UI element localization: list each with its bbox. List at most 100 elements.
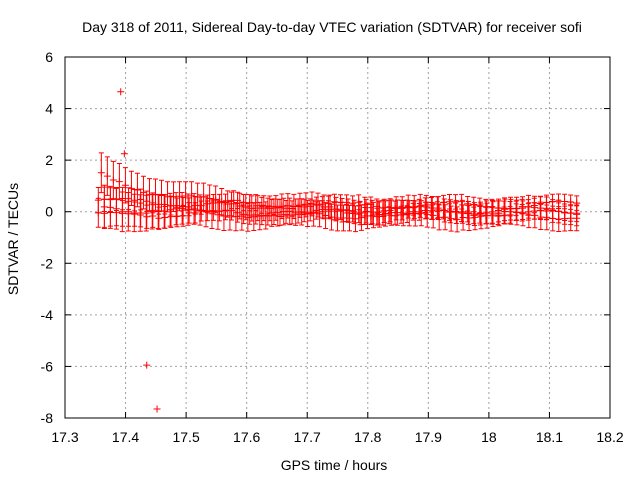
data-point — [453, 215, 461, 223]
data-point — [495, 209, 503, 217]
data-point — [296, 201, 304, 209]
data-point — [375, 210, 383, 218]
data-point — [458, 198, 466, 206]
data-point — [280, 208, 288, 216]
y-tick-label: -2 — [41, 255, 54, 271]
data-point — [452, 208, 460, 216]
data-point — [405, 209, 413, 217]
data-point — [286, 207, 294, 215]
data-point — [244, 213, 252, 221]
data-point — [355, 198, 363, 206]
outlier-point — [117, 88, 125, 96]
x-tick-label: 17.7 — [294, 429, 321, 445]
data-point — [274, 209, 282, 217]
data-point — [404, 203, 412, 211]
x-tick-label: 17.4 — [112, 429, 139, 445]
data-point — [422, 203, 430, 211]
x-axis-label: GPS time / hours — [281, 457, 388, 473]
data-point — [268, 209, 276, 217]
data-point — [292, 208, 300, 216]
data-point — [112, 205, 120, 213]
data-point — [196, 206, 204, 214]
data-point — [351, 215, 359, 223]
data-point — [322, 212, 330, 220]
plot-frame — [64, 56, 611, 419]
data-point — [167, 213, 175, 221]
data-point — [363, 212, 371, 220]
data-point — [320, 203, 328, 211]
data-point — [179, 212, 187, 220]
data-point — [136, 209, 144, 217]
data-point — [100, 203, 108, 211]
data-point — [440, 207, 448, 215]
data-point — [555, 215, 563, 223]
data-point — [470, 210, 478, 218]
x-tick-label: 17.6 — [233, 429, 260, 445]
data-point — [465, 214, 473, 222]
data-point — [381, 210, 389, 218]
data-point — [115, 178, 123, 186]
data-point — [206, 194, 214, 202]
data-point — [340, 214, 348, 222]
outlier-point — [153, 405, 161, 413]
y-tick-label: 2 — [45, 152, 53, 168]
data-point — [501, 208, 509, 216]
data-point — [519, 209, 527, 217]
data-point — [106, 203, 114, 211]
data-point — [507, 208, 515, 216]
data-point — [411, 209, 419, 217]
data-point — [118, 208, 126, 216]
data-point — [256, 212, 264, 220]
data-point — [344, 207, 352, 215]
data-point — [109, 176, 117, 184]
data-point — [238, 212, 246, 220]
data-point — [172, 205, 180, 213]
data-point — [464, 210, 472, 218]
data-point — [350, 208, 358, 216]
x-tick-label: 18.2 — [596, 429, 623, 445]
data-point — [476, 211, 484, 219]
data-point — [416, 202, 424, 210]
data-point — [543, 213, 551, 221]
data-point — [458, 208, 466, 216]
data-point — [423, 211, 431, 219]
data-point — [393, 209, 401, 217]
data-point — [161, 213, 169, 221]
data-point — [464, 209, 472, 217]
chart-title: Day 318 of 2011, Sidereal Day-to-day VTE… — [82, 19, 582, 35]
data-point — [482, 208, 490, 216]
data-point — [328, 213, 336, 221]
data-point — [202, 208, 210, 216]
data-point — [332, 205, 340, 213]
data-point — [178, 204, 186, 212]
data-point — [362, 207, 370, 215]
data-point — [139, 189, 147, 197]
data-point — [483, 212, 491, 220]
data-point — [513, 209, 521, 217]
data-point — [166, 206, 174, 214]
y-tick-label: -4 — [41, 307, 54, 323]
data-point — [133, 186, 141, 194]
x-tick-label: 17.8 — [354, 429, 381, 445]
data-point — [357, 214, 365, 222]
data-point — [356, 209, 364, 217]
data-point — [143, 213, 151, 221]
data-point — [434, 204, 442, 212]
data-point — [477, 212, 485, 220]
data-point — [399, 209, 407, 217]
data-point — [316, 210, 324, 218]
data-point — [525, 211, 533, 219]
x-tick-label: 18 — [481, 429, 497, 445]
data-point — [537, 213, 545, 221]
data-point — [489, 210, 497, 218]
data-point — [349, 210, 357, 218]
data-point — [214, 211, 222, 219]
outlier-point — [143, 361, 151, 369]
data-point — [441, 213, 449, 221]
data-point — [304, 209, 312, 217]
data-point — [337, 207, 345, 215]
data-point — [220, 212, 228, 220]
data-point — [429, 211, 437, 219]
data-point — [94, 209, 102, 217]
data-point — [459, 213, 467, 221]
